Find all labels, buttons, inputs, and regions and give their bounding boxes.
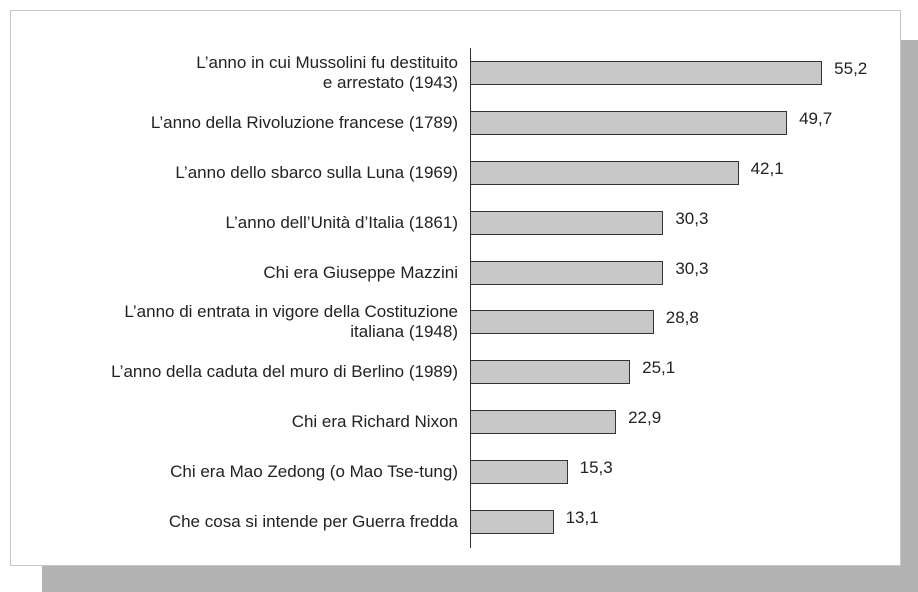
category-label: Chi era Giuseppe Mazzini [263, 263, 458, 282]
bar [470, 61, 823, 85]
chart-panel [10, 10, 901, 566]
category-label: L’anno dell’Unità d’Italia (1861) [225, 213, 459, 232]
bar [470, 410, 617, 434]
category-label: Chi era Richard Nixon [291, 412, 458, 431]
category-label: L’anno dello sbarco sulla Luna (1969) [175, 163, 458, 182]
bar [470, 161, 739, 185]
category-label: L’anno della Rivoluzione francese (1789) [150, 113, 458, 132]
bar [470, 310, 654, 334]
value-label: 42,1 [750, 159, 784, 178]
bar [470, 510, 554, 534]
category-label: Chi era Mao Zedong (o Mao Tse-tung) [170, 462, 458, 481]
value-label: 49,7 [799, 109, 833, 128]
category-label: L’anno in cui Mussolini fu destituito e … [196, 53, 458, 92]
value-label: 30,3 [675, 259, 709, 278]
bar [470, 460, 568, 484]
bar [470, 360, 631, 384]
value-label: 30,3 [675, 209, 709, 228]
value-label: 22,9 [628, 408, 662, 427]
value-label: 55,2 [834, 59, 868, 78]
bar [470, 211, 664, 235]
value-label: 15,3 [579, 458, 613, 477]
category-label: Che cosa si intende per Guerra fredda [168, 512, 458, 531]
value-label: 28,8 [665, 308, 699, 327]
category-axis [470, 48, 471, 548]
category-label: L’anno di entrata in vigore della Costit… [124, 302, 458, 341]
value-label: 13,1 [565, 508, 599, 527]
category-label: L’anno della caduta del muro di Berlino … [111, 362, 458, 381]
bar [470, 261, 664, 285]
value-label: 25,1 [642, 358, 676, 377]
bar [470, 111, 788, 135]
